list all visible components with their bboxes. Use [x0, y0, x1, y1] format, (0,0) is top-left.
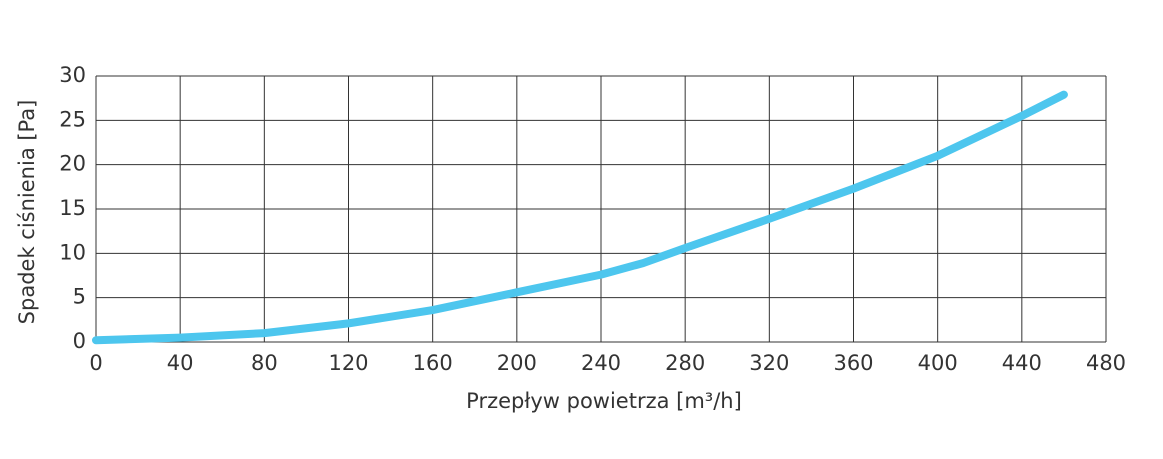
x-axis-label: Przepływ powietrza [m³/h]	[466, 389, 742, 413]
x-tick-label: 120	[328, 351, 368, 375]
x-tick-label: 0	[89, 351, 102, 375]
x-tick-label: 160	[413, 351, 453, 375]
x-tick-label: 280	[665, 351, 705, 375]
x-tick-label: 320	[749, 351, 789, 375]
y-tick-label: 0	[73, 329, 86, 353]
y-axis-label: Spadek ciśnienia [Pa]	[15, 100, 39, 325]
x-tick-label: 360	[833, 351, 873, 375]
x-tick-label: 40	[167, 351, 194, 375]
y-tick-label: 5	[73, 285, 86, 309]
x-tick-label: 440	[1002, 351, 1042, 375]
line	[92, 90, 1068, 345]
y-tick-label: 20	[59, 152, 86, 176]
x-tick-label: 80	[251, 351, 278, 375]
x-tick-label: 480	[1086, 351, 1126, 375]
y-tick-label: 25	[59, 107, 86, 131]
y-tick-label: 10	[59, 240, 86, 264]
y-tick-label: 15	[59, 196, 86, 220]
y-tick-label: 30	[59, 63, 86, 87]
x-tick-label: 200	[497, 351, 537, 375]
x-tick-label: 400	[918, 351, 958, 375]
x-tick-label: 240	[581, 351, 621, 375]
